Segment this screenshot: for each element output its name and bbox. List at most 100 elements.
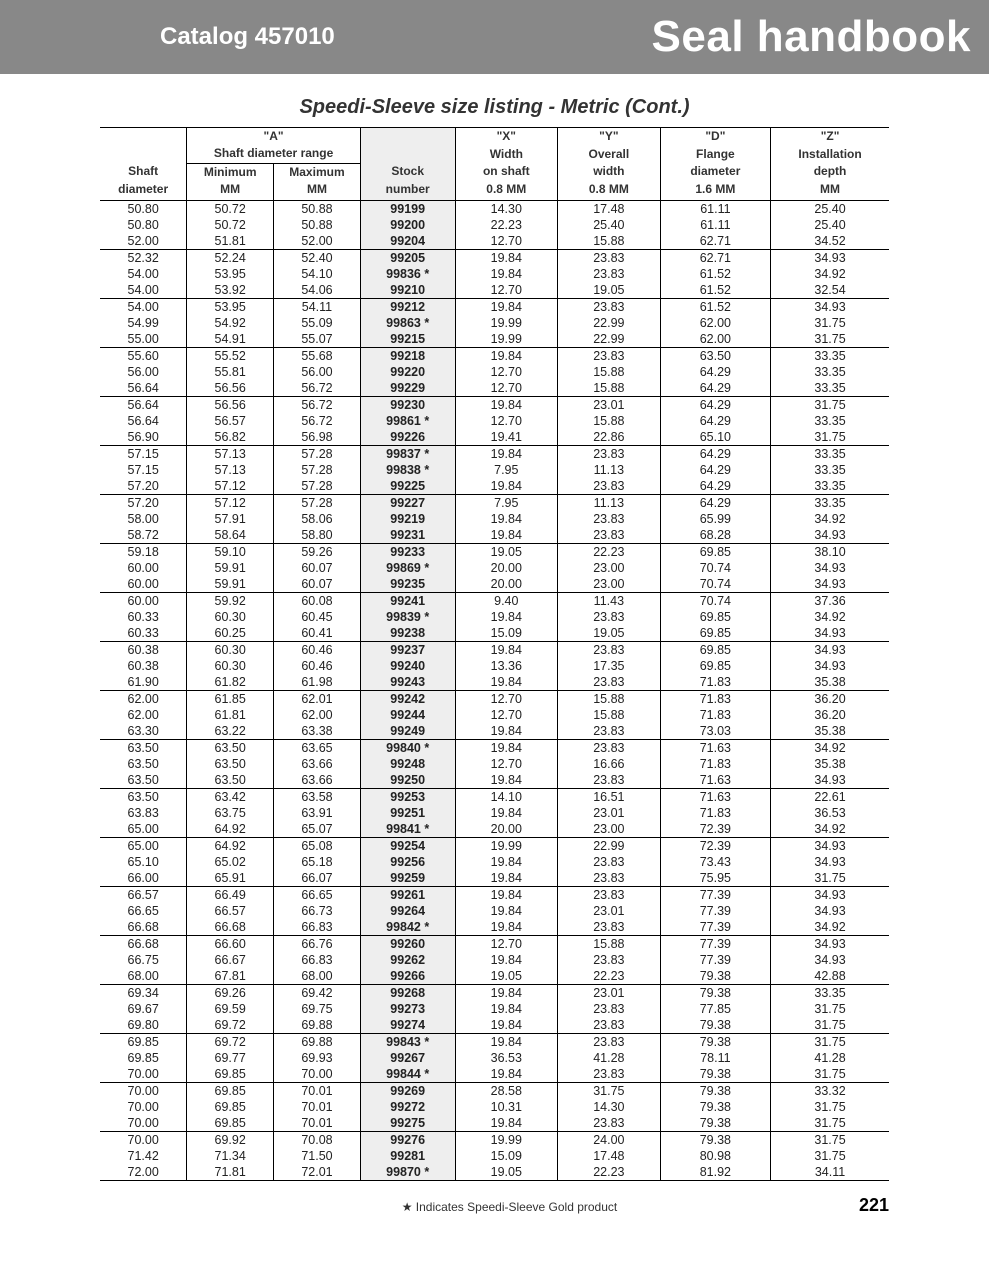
table-cell: 31.75 <box>771 1132 889 1149</box>
table-cell: 55.81 <box>187 364 274 380</box>
table-cell: 66.65 <box>100 903 187 919</box>
table-row: 55.0054.9155.079921519.9922.9962.0031.75 <box>100 331 889 348</box>
table-cell: 99267 <box>360 1050 455 1066</box>
table-cell: 69.92 <box>187 1132 274 1149</box>
table-cell: 71.63 <box>660 789 770 806</box>
table-cell: 34.92 <box>771 609 889 625</box>
catalog-label: Catalog 457010 <box>30 23 335 51</box>
table-head: "A" "X" "Y" "D" "Z" Shaft diameter range… <box>100 128 889 201</box>
table-cell: 36.53 <box>455 1050 558 1066</box>
table-cell: 66.65 <box>274 887 361 904</box>
table-cell: 60.07 <box>274 560 361 576</box>
table-cell: 66.60 <box>187 936 274 953</box>
table-row: 70.0069.8570.019927519.8423.8379.3831.75 <box>100 1115 889 1132</box>
table-cell: 12.70 <box>455 380 558 397</box>
table-cell: 99226 <box>360 429 455 446</box>
table-cell: 54.06 <box>274 282 361 299</box>
table-cell: 23.83 <box>558 723 661 740</box>
table-cell: 19.99 <box>455 331 558 348</box>
handbook-title: Seal handbook <box>652 12 971 62</box>
col-onshaft1: on shaft <box>455 163 558 181</box>
table-cell: 70.00 <box>100 1115 187 1132</box>
table-cell: 11.43 <box>558 593 661 610</box>
table-cell: 23.83 <box>558 870 661 887</box>
table-cell: 19.84 <box>455 397 558 414</box>
col-max2: MM <box>274 181 361 201</box>
table-cell: 69.85 <box>660 625 770 642</box>
table-row: 69.3469.2669.429926819.8423.0179.3833.35 <box>100 985 889 1002</box>
table-cell: 62.01 <box>274 691 361 708</box>
table-cell: 71.42 <box>100 1148 187 1164</box>
table-cell: 19.84 <box>455 952 558 968</box>
table-cell: 79.38 <box>660 1083 770 1100</box>
table-cell: 31.75 <box>771 397 889 414</box>
table-cell: 99200 <box>360 217 455 233</box>
table-cell: 60.25 <box>187 625 274 642</box>
table-cell: 15.88 <box>558 413 661 429</box>
table-row: 57.2057.1257.289922519.8423.8364.2933.35 <box>100 478 889 495</box>
table-row: 69.8569.7769.939926736.5341.2878.1141.28 <box>100 1050 889 1066</box>
table-cell: 99275 <box>360 1115 455 1132</box>
table-cell: 31.75 <box>771 870 889 887</box>
page-number: 221 <box>859 1195 889 1216</box>
table-row: 60.3360.2560.419923815.0919.0569.8534.93 <box>100 625 889 642</box>
table-cell: 99262 <box>360 952 455 968</box>
table-cell: 50.88 <box>274 201 361 218</box>
table-cell: 60.30 <box>187 658 274 674</box>
table-cell: 51.81 <box>187 233 274 250</box>
table-cell: 34.92 <box>771 919 889 936</box>
table-cell: 22.99 <box>558 838 661 855</box>
table-cell: 79.38 <box>660 1034 770 1051</box>
table-row: 60.0059.9160.079923520.0023.0070.7434.93 <box>100 576 889 593</box>
table-cell: 71.34 <box>187 1148 274 1164</box>
table-cell: 22.99 <box>558 331 661 348</box>
table-cell: 70.74 <box>660 560 770 576</box>
table-cell: 79.38 <box>660 1115 770 1132</box>
table-cell: 99869 * <box>360 560 455 576</box>
table-cell: 63.50 <box>100 789 187 806</box>
table-cell: 15.88 <box>558 380 661 397</box>
table-cell: 34.92 <box>771 266 889 282</box>
table-cell: 19.84 <box>455 642 558 659</box>
table-cell: 41.28 <box>558 1050 661 1066</box>
table-cell: 28.58 <box>455 1083 558 1100</box>
table-cell: 62.71 <box>660 250 770 267</box>
table-cell: 71.83 <box>660 674 770 691</box>
table-cell: 99215 <box>360 331 455 348</box>
table-row: 70.0069.8570.019926928.5831.7579.3833.32 <box>100 1083 889 1100</box>
table-cell: 71.63 <box>660 772 770 789</box>
table-cell: 50.80 <box>100 201 187 218</box>
table-cell: 19.84 <box>455 854 558 870</box>
table-cell: 66.68 <box>100 919 187 936</box>
table-cell: 19.84 <box>455 674 558 691</box>
table-cell: 17.48 <box>558 201 661 218</box>
table-cell: 99240 <box>360 658 455 674</box>
table-cell: 19.05 <box>455 544 558 561</box>
table-cell: 70.01 <box>274 1083 361 1100</box>
table-cell: 99281 <box>360 1148 455 1164</box>
table-cell: 56.82 <box>187 429 274 446</box>
table-cell: 65.18 <box>274 854 361 870</box>
table-cell: 12.70 <box>455 282 558 299</box>
table-cell: 99220 <box>360 364 455 380</box>
table-row: 65.0064.9265.089925419.9922.9972.3934.93 <box>100 838 889 855</box>
table-cell: 19.41 <box>455 429 558 446</box>
table-cell: 69.75 <box>274 1001 361 1017</box>
footnote: ★ Indicates Speedi-Sleeve Gold product <box>160 1200 859 1214</box>
table-row: 52.0051.8152.009920412.7015.8862.7134.52 <box>100 233 889 250</box>
table-row: 62.0061.8162.009924412.7015.8871.8336.20 <box>100 707 889 723</box>
table-cell: 60.00 <box>100 593 187 610</box>
page: Catalog 457010 Seal handbook Speedi-Slee… <box>0 0 989 1280</box>
table-cell: 34.93 <box>771 576 889 593</box>
table-cell: 56.56 <box>187 397 274 414</box>
table-cell: 23.01 <box>558 985 661 1002</box>
table-cell: 99844 * <box>360 1066 455 1083</box>
table-cell: 19.99 <box>455 1132 558 1149</box>
table-cell: 34.92 <box>771 740 889 757</box>
table-cell: 99861 * <box>360 413 455 429</box>
table-cell: 69.85 <box>187 1066 274 1083</box>
table-cell: 65.00 <box>100 821 187 838</box>
table-cell: 23.83 <box>558 952 661 968</box>
table-cell: 15.88 <box>558 936 661 953</box>
table-cell: 16.66 <box>558 756 661 772</box>
